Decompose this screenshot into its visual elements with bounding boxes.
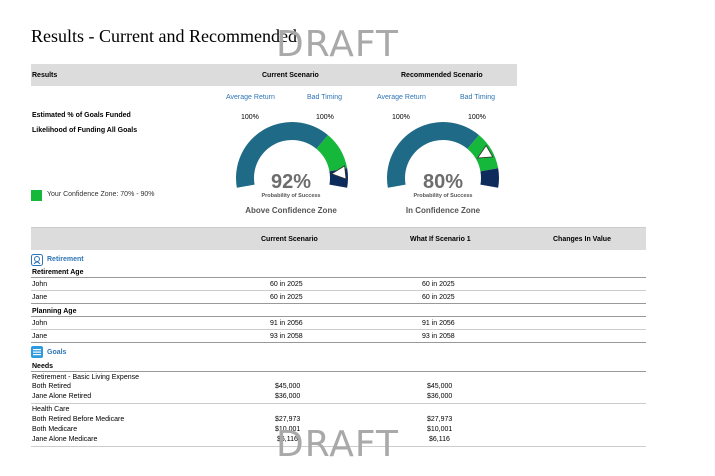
recommended-bad-timing-value: 100% (468, 114, 486, 121)
confidence-zone-swatch (31, 190, 42, 201)
needs-label: Needs (32, 363, 54, 370)
table-row-current: $45,000 (275, 383, 301, 390)
current-zone-status: Above Confidence Zone (245, 206, 337, 215)
retirement-age-label: Retirement Age (32, 269, 84, 276)
table-row-current: $27,973 (275, 416, 301, 423)
divider (31, 303, 646, 304)
planning-age-label: Planning Age (32, 308, 77, 315)
retirement-section-label: Retirement (47, 256, 84, 263)
table-row-whatif: $10,001 (427, 426, 453, 433)
table-top-border (31, 227, 646, 228)
table-row-name: Jane (32, 294, 48, 301)
current-gauge-pointer (330, 165, 347, 180)
recommended-bad-timing-label: Bad Timing (460, 94, 496, 101)
likelihood-label: Likelihood of Funding All Goals (32, 127, 138, 134)
divider (31, 277, 646, 278)
retirement-icon (31, 254, 43, 266)
divider (31, 371, 646, 372)
divider (31, 329, 646, 330)
recommended-gauge (387, 121, 499, 188)
table-row-current: $6,116 (277, 436, 298, 443)
table-row-whatif: $27,973 (427, 416, 453, 423)
goals-section-label: Goals (47, 349, 67, 356)
gauge-confidence-zone (316, 135, 348, 172)
table-row-whatif: 60 in 2025 (422, 294, 455, 301)
recommended-average-value: 100% (392, 114, 410, 121)
current-gauge (236, 121, 348, 188)
page-title: Results - Current and Recommended (31, 26, 297, 46)
basic-living-label: Retirement - Basic Living Expense (32, 374, 139, 381)
table-row-name: Jane (32, 333, 48, 340)
table-row-whatif: 91 in 2056 (422, 320, 455, 327)
divider (31, 403, 646, 404)
current-gauge-value: 92% (270, 171, 312, 193)
detail-header-bar (31, 228, 646, 250)
table-row-current: 93 in 2058 (270, 333, 303, 340)
detail-changes-header: Changes In Value (553, 236, 611, 243)
table-row-current: 91 in 2056 (270, 320, 303, 327)
table-row-current: $10,001 (275, 426, 301, 433)
table-row-name: Jane Alone Medicare (32, 436, 98, 443)
table-row-name: John (32, 320, 48, 327)
table-row-whatif: $36,000 (427, 393, 453, 400)
recommended-gauge-value: 80% (422, 171, 464, 193)
gauge-low-zone (387, 121, 479, 188)
table-row-whatif: 93 in 2058 (422, 333, 455, 340)
recommended-scenario-header: Recommended Scenario (401, 72, 483, 79)
draft-watermark-bottom: DRAFT (276, 424, 399, 465)
detail-current-header: Current Scenario (261, 236, 318, 243)
divider (31, 316, 646, 317)
goals-funded-label: Estimated % of Goals Funded (32, 112, 131, 119)
current-average-return-label: Average Return (226, 94, 275, 101)
table-row-name: Jane Alone Retired (32, 393, 92, 400)
table-row-name: Both Medicare (32, 426, 78, 433)
gauge-low-zone (236, 121, 328, 188)
table-row-current: 60 in 2025 (270, 294, 303, 301)
summary-header-bar (31, 64, 517, 86)
table-row-whatif: $45,000 (427, 383, 453, 390)
table-row-current: 60 in 2025 (270, 281, 303, 288)
table-row-current: $36,000 (275, 393, 301, 400)
current-bad-timing-value: 100% (316, 114, 334, 121)
divider (31, 446, 646, 447)
table-row-name: Both Retired (32, 383, 71, 390)
results-header: Results (32, 72, 58, 79)
current-probability-label: Probability of Success (261, 193, 321, 199)
gauge-high-zone (480, 168, 499, 188)
table-row-whatif: $6,116 (429, 436, 450, 443)
divider (31, 342, 646, 343)
detail-whatif-header: What If Scenario 1 (410, 236, 471, 243)
table-row-whatif: 60 in 2025 (422, 281, 455, 288)
current-scenario-header: Current Scenario (262, 72, 319, 79)
recommended-gauge-pointer (476, 144, 494, 159)
current-average-value: 100% (241, 114, 259, 121)
draft-watermark-top: DRAFT (276, 24, 399, 65)
table-row-name: Both Retired Before Medicare (32, 416, 125, 423)
divider (31, 290, 646, 291)
recommended-average-return-label: Average Return (377, 94, 426, 101)
goals-icon (31, 346, 43, 358)
current-bad-timing-label: Bad Timing (307, 94, 343, 101)
recommended-zone-status: In Confidence Zone (405, 206, 481, 215)
confidence-zone-legend: Your Confidence Zone: 70% - 90% (47, 191, 155, 198)
recommended-probability-label: Probability of Success (413, 193, 473, 199)
health-care-label: Health Care (32, 406, 70, 413)
table-row-name: John (32, 281, 48, 288)
